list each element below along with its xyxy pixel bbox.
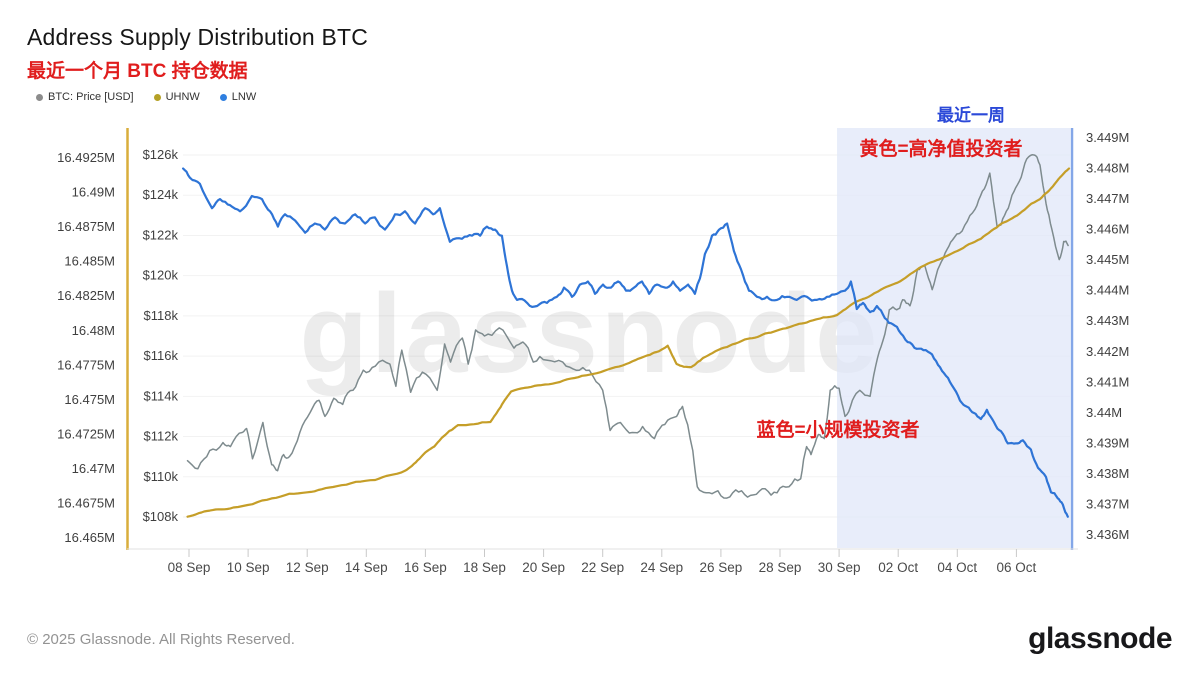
legend-label: UHNW xyxy=(165,91,200,103)
glassnode-logo: glassnode xyxy=(1028,622,1172,655)
right-axis-label: 3.441M xyxy=(1086,374,1129,389)
price-axis-label: $124k xyxy=(143,187,179,202)
right-axis-label: 3.439M xyxy=(1086,435,1129,450)
legend-item-lnw[interactable]: LNW xyxy=(219,91,257,103)
x-tick-label: 08 Sep xyxy=(168,560,211,575)
legend-dot-icon xyxy=(153,93,161,101)
supply-axis-label: 16.47M xyxy=(72,461,115,476)
x-tick-label: 26 Sep xyxy=(700,560,743,575)
right-axis-label: 3.448M xyxy=(1086,161,1129,176)
right-axis-label: 3.447M xyxy=(1086,191,1129,206)
price-axis-label: $112k xyxy=(144,429,179,444)
legend-label: LNW xyxy=(231,91,257,103)
x-tick-label: 22 Sep xyxy=(581,560,624,575)
chart-subtitle: 最近一个月 BTC 持仓数据 xyxy=(27,61,248,82)
x-tick-label: 24 Sep xyxy=(640,560,683,575)
price-axis-label: $122k xyxy=(143,227,179,242)
supply-axis-label: 16.4775M xyxy=(57,357,115,372)
legend-dot-icon xyxy=(219,93,227,101)
x-tick-label: 12 Sep xyxy=(286,560,329,575)
x-tick-label: 18 Sep xyxy=(463,560,506,575)
price-axis-label: $114k xyxy=(144,388,179,403)
right-axis-label: 3.44M xyxy=(1086,405,1122,420)
price-axis-label: $116k xyxy=(144,348,179,363)
series-lnw xyxy=(182,167,1069,518)
copyright-text: © 2025 Glassnode. All Rights Reserved. xyxy=(27,631,295,648)
x-tick-label: 04 Oct xyxy=(937,560,977,575)
series-btc-price-usd- xyxy=(186,153,1069,499)
price-axis-label: $126k xyxy=(143,147,179,162)
supply-axis-label: 16.475M xyxy=(64,392,115,407)
supply-axis-label: 16.4875M xyxy=(57,219,115,234)
chart-legend: BTC: Price [USD] UHNW LNW xyxy=(36,91,368,103)
supply-axis-label: 16.4825M xyxy=(57,288,115,303)
price-axis-label: $110k xyxy=(144,469,179,484)
chart-header: Address Supply Distribution BTC 最近一个月 BT… xyxy=(27,24,368,103)
page-title: Address Supply Distribution BTC xyxy=(27,24,369,50)
right-axis-label: 3.442M xyxy=(1086,344,1129,359)
right-axis-label: 3.445M xyxy=(1086,252,1129,267)
right-axis-label: 3.446M xyxy=(1086,222,1129,237)
right-axis-label: 3.443M xyxy=(1086,313,1129,328)
supply-axis-label: 16.465M xyxy=(64,530,115,545)
right-axis-label: 3.449M xyxy=(1086,130,1129,145)
supply-axis-label: 16.4925M xyxy=(57,150,115,165)
x-tick-label: 20 Sep xyxy=(522,560,565,575)
supply-axis-label: 16.49M xyxy=(72,185,115,200)
series-uhnw xyxy=(186,167,1071,518)
supply-axis-label: 16.485M xyxy=(64,254,115,269)
supply-axis-label: 16.48M xyxy=(72,323,115,338)
x-tick-label: 14 Sep xyxy=(345,560,388,575)
price-axis-label: $120k xyxy=(143,268,179,283)
right-axis-label: 3.444M xyxy=(1086,283,1129,298)
x-tick-label: 02 Oct xyxy=(878,560,918,575)
price-axis-label: $118k xyxy=(144,308,179,323)
x-tick-label: 30 Sep xyxy=(818,560,861,575)
supply-axis-label: 16.4725M xyxy=(57,426,115,441)
legend-item-uhnw[interactable]: UHNW xyxy=(153,91,200,103)
x-tick-label: 10 Sep xyxy=(227,560,270,575)
right-axis-label: 3.438M xyxy=(1086,466,1129,481)
glassnode-watermark: glassnode xyxy=(300,271,881,396)
recent-week-highlight xyxy=(837,128,1070,548)
x-tick-label: 06 Oct xyxy=(997,560,1037,575)
supply-axis-label: 16.4675M xyxy=(57,496,115,511)
legend-dot-icon xyxy=(36,93,43,101)
legend-label: BTC: Price [USD] xyxy=(48,91,134,103)
x-tick-label: 28 Sep xyxy=(759,560,802,575)
x-tick-label: 16 Sep xyxy=(404,560,447,575)
right-axis-label: 3.436M xyxy=(1086,527,1129,542)
legend-item-btc-price[interactable]: BTC: Price [USD] xyxy=(36,91,134,103)
price-axis-label: $108k xyxy=(143,509,179,524)
right-axis-label: 3.437M xyxy=(1086,496,1129,511)
